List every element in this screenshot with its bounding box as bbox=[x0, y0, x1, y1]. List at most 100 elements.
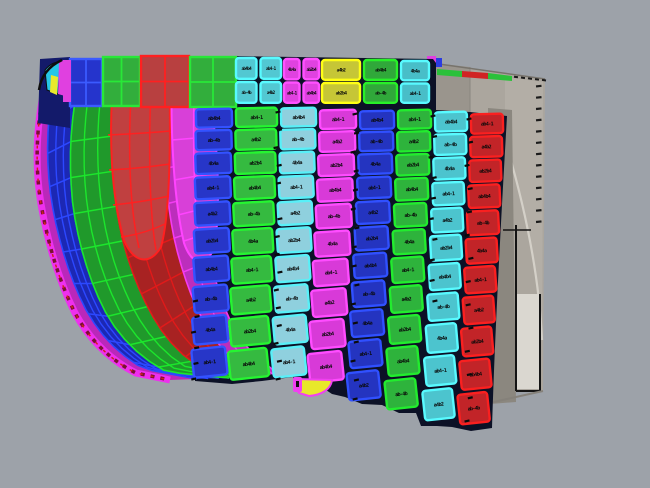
plate-col-blue-1-row0[interactable]: ab4b4 bbox=[194, 107, 234, 129]
plate-col-green-1-row3[interactable]: ab4b4 bbox=[232, 174, 277, 201]
plate-col-paleblue-row4[interactable]: a4b2 bbox=[276, 199, 314, 227]
plate-col-magenta-top-0a[interactable]: 4b4a bbox=[282, 57, 301, 81]
plate-col-paleblue-row9[interactable]: ab4-1 bbox=[270, 345, 308, 379]
plate-col-red-row7[interactable]: a4b2 bbox=[461, 294, 497, 326]
deck-panel-red[interactable] bbox=[139, 54, 191, 109]
deck-panel-green[interactable] bbox=[101, 55, 142, 108]
plate-col-blue-2-row9[interactable]: ab4-1 bbox=[347, 337, 384, 370]
plate-col-cyan-row0[interactable]: ab4b4 bbox=[433, 110, 469, 133]
plate-col-teal-1b[interactable]: a4b2 bbox=[259, 80, 283, 104]
plate-col-red-row3[interactable]: ab4b4 bbox=[466, 183, 502, 210]
plate-col-blue-1-row2[interactable]: 4b4a bbox=[194, 151, 233, 176]
plate-col-green-2-row10[interactable]: ab-4b bbox=[383, 377, 419, 411]
plate-col-green-2-row1[interactable]: a4b2 bbox=[395, 130, 432, 153]
plate-col-paleblue-row2[interactable]: 4b4a bbox=[278, 150, 316, 175]
plate-col-blue-1-row4[interactable]: a4b2 bbox=[193, 200, 232, 227]
plate-col-cyan-row1[interactable]: ab-4b bbox=[432, 132, 468, 157]
plate-col-magenta-row4[interactable]: ab-4b bbox=[314, 202, 353, 230]
plate-col-magenta-row2[interactable]: ab2b4 bbox=[316, 152, 356, 178]
plate-col-blue-2-row2[interactable]: 4b4a bbox=[357, 152, 394, 176]
plate-col-red-row5[interactable]: 4b4a bbox=[464, 236, 499, 265]
plate-col-paleblue-row1[interactable]: ab-4b bbox=[279, 127, 317, 151]
plate-col-cyan-row4[interactable]: a4b2 bbox=[430, 206, 465, 234]
plate-col-green-1-row9[interactable]: ab4b4 bbox=[226, 346, 271, 381]
plate-col-blue-2-row5[interactable]: ab2b4 bbox=[353, 224, 390, 252]
plate-col-magenta-top-1b[interactable]: ab4b4 bbox=[302, 81, 321, 104]
plate-col-teal-0b[interactable]: ab4-1 bbox=[259, 56, 283, 80]
plate-col-green-2-row3[interactable]: ab4b4 bbox=[393, 176, 430, 202]
deck-panel-blue[interactable] bbox=[68, 57, 104, 108]
plate-col-paleblue-row5[interactable]: ab2b4 bbox=[275, 226, 313, 255]
plate-col-green-2-row9[interactable]: ab4b4 bbox=[385, 344, 421, 378]
plate-col-green-1-row8[interactable]: ab2b4 bbox=[228, 314, 272, 348]
plate-col-cyan-row10[interactable]: a4b2 bbox=[421, 387, 456, 422]
plate-col-green-2-row8[interactable]: ab2b4 bbox=[386, 313, 423, 345]
plate-col-blue-1-row8[interactable]: 4b4a bbox=[190, 313, 230, 346]
plate-col-green-1-row5[interactable]: 4b4a bbox=[231, 226, 275, 256]
plate-col-magenta-row5[interactable]: 4b4a bbox=[313, 229, 352, 258]
plate-col-green-1-row0[interactable]: ab4-1 bbox=[234, 106, 279, 129]
plate-col-red-row4[interactable]: ab-4b bbox=[465, 209, 501, 237]
plate-col-cyan-row9[interactable]: ab4-1 bbox=[422, 353, 458, 388]
plate-col-magenta-row3[interactable]: ab4b4 bbox=[315, 177, 355, 203]
plate-col-magenta-row7[interactable]: a4b2 bbox=[310, 286, 349, 319]
plate-col-magenta-row1[interactable]: a4b2 bbox=[317, 130, 357, 154]
plate-col-teal-0a[interactable]: ab4b4 bbox=[234, 56, 258, 80]
plate-col-blue-2-row10[interactable]: a4b2 bbox=[345, 369, 382, 402]
plate-col-magenta-top-1a[interactable]: ab4-1 bbox=[282, 81, 301, 104]
plate-col-green-1-row7[interactable]: a4b2 bbox=[229, 284, 273, 316]
plate-col-teal-1a[interactable]: ab-4b bbox=[234, 80, 258, 104]
plate-col-red-row1[interactable]: a4b2 bbox=[468, 134, 504, 159]
plate-col-magenta-row8[interactable]: ab2b4 bbox=[308, 317, 347, 351]
plate-col-blue-2-row3[interactable]: ab4-1 bbox=[355, 175, 393, 200]
plate-col-cyan-row7[interactable]: ab-4b bbox=[426, 291, 461, 323]
plate-col-magenta-row0[interactable]: ab4-1 bbox=[318, 108, 358, 131]
plate-col-cyan-top-0[interactable]: 4b4a bbox=[399, 59, 431, 82]
plate-col-magenta-top-0b[interactable]: ab2b4 bbox=[302, 57, 321, 81]
plate-col-green-2-row0[interactable]: ab4-1 bbox=[396, 108, 433, 131]
plate-col-green-1-row1[interactable]: a4b2 bbox=[234, 127, 278, 151]
plate-col-magenta-row6[interactable]: ab4-1 bbox=[311, 257, 351, 288]
plate-col-red-row0[interactable]: ab4-1 bbox=[469, 112, 505, 135]
plate-col-green-1-row2[interactable]: ab2b4 bbox=[233, 150, 278, 176]
plate-col-cyan-row2[interactable]: 4b4a bbox=[432, 156, 467, 181]
plate-col-blue-1-row6[interactable]: ab4b4 bbox=[192, 254, 231, 284]
plate-col-paleblue-row8[interactable]: 4b4a bbox=[271, 313, 309, 346]
plate-col-green-2-row5[interactable]: 4b4a bbox=[391, 227, 427, 256]
plate-col-paleblue-row0[interactable]: ab4b4 bbox=[279, 106, 318, 128]
plate-col-green-top-0[interactable]: ab4b4 bbox=[362, 58, 399, 81]
plate-col-green-top-1[interactable]: ab-4b bbox=[362, 81, 399, 104]
plate-col-green-1-row6[interactable]: ab4-1 bbox=[230, 254, 274, 285]
plate-col-yellow-0[interactable]: a4b2 bbox=[320, 58, 362, 81]
plate-col-red-row9[interactable]: ab4b4 bbox=[458, 357, 493, 391]
plate-col-blue-2-row4[interactable]: a4b2 bbox=[354, 199, 392, 226]
plate-col-blue-1-row5[interactable]: ab2b4 bbox=[192, 226, 232, 255]
plate-col-yellow-1[interactable]: ab2b4 bbox=[320, 81, 362, 104]
plate-col-blue-1-row3[interactable]: ab4-1 bbox=[193, 175, 233, 201]
plate-col-red-row6[interactable]: ab4-1 bbox=[463, 264, 498, 295]
plate-col-red-row2[interactable]: ab2b4 bbox=[467, 158, 503, 184]
plate-col-blue-2-row0[interactable]: ab4b4 bbox=[358, 109, 396, 131]
plate-col-paleblue-row6[interactable]: ab4b4 bbox=[274, 253, 312, 284]
plate-col-red-row10[interactable]: ab-4b bbox=[456, 390, 491, 426]
plate-col-paleblue-row3[interactable]: ab4-1 bbox=[277, 174, 315, 200]
plate-col-blue-1-row7[interactable]: ab-4b bbox=[191, 283, 230, 315]
plate-col-cyan-row6[interactable]: ab4b4 bbox=[427, 261, 462, 292]
plate-col-blue-2-row6[interactable]: ab4b4 bbox=[352, 251, 389, 280]
plate-col-green-2-row4[interactable]: ab-4b bbox=[392, 201, 429, 229]
deck-panel-green-2[interactable] bbox=[188, 55, 238, 109]
plate-col-blue-2-row1[interactable]: ab-4b bbox=[357, 130, 395, 153]
plate-col-cyan-top-1[interactable]: ab4-1 bbox=[399, 82, 431, 104]
plate-col-cyan-row8[interactable]: 4b4a bbox=[424, 322, 460, 354]
plate-col-green-2-row7[interactable]: a4b2 bbox=[388, 284, 424, 314]
plate-col-green-2-row6[interactable]: ab4-1 bbox=[390, 255, 426, 285]
plate-col-magenta-row9[interactable]: ab4b4 bbox=[306, 349, 345, 384]
plate-col-cyan-row3[interactable]: ab4-1 bbox=[431, 180, 466, 207]
plate-col-green-1-row4[interactable]: ab-4b bbox=[232, 200, 276, 228]
bottom-wedge-plates[interactable] bbox=[293, 377, 334, 398]
plate-col-blue-1-row9[interactable]: ab4-1 bbox=[190, 345, 229, 379]
plate-col-green-2-row2[interactable]: ab2b4 bbox=[395, 152, 431, 177]
plate-col-blue-1-row1[interactable]: ab-4b bbox=[194, 128, 233, 152]
